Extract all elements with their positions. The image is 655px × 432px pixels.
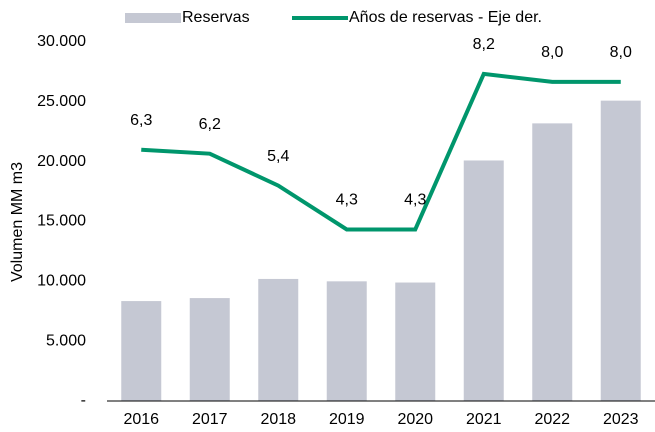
- x-tick-label: 2021: [466, 411, 502, 428]
- y-tick-label: 15.000: [37, 213, 86, 230]
- data-label: 8,0: [541, 44, 563, 61]
- bar: [326, 281, 367, 401]
- line: [141, 71, 621, 232]
- y-tick-label: 30.000: [37, 33, 86, 50]
- legend-label: Reservas: [182, 9, 250, 26]
- legend-swatch: [125, 13, 181, 23]
- x-tick-label: 2019: [329, 411, 365, 428]
- legend-label: Años de reservas - Eje der.: [349, 9, 542, 26]
- x-tick-label: 2023: [603, 411, 639, 428]
- y-tick-label: 5.000: [46, 332, 86, 349]
- bar: [258, 278, 299, 401]
- y-axis-label: Volumen MM m3: [9, 162, 26, 282]
- x-tick-label: 2022: [534, 411, 570, 428]
- bar: [189, 298, 230, 401]
- data-label: 4,3: [336, 192, 358, 209]
- bar: [463, 160, 504, 401]
- y-tick-label: -: [81, 392, 86, 409]
- x-tick-label: 2017: [192, 411, 228, 428]
- data-label: 8,0: [610, 44, 632, 61]
- bar: [600, 100, 641, 402]
- x-tick-label: 2018: [260, 411, 296, 428]
- data-label: 6,2: [199, 116, 221, 133]
- data-label: 6,3: [130, 112, 152, 129]
- bar: [121, 301, 162, 401]
- data-label: 4,3: [404, 192, 426, 209]
- y-tick-label: 20.000: [37, 153, 86, 170]
- x-tick-label: 2020: [397, 411, 433, 428]
- data-label: 5,4: [267, 148, 289, 165]
- y-tick-label: 25.000: [37, 93, 86, 110]
- x-tick-label: 2016: [123, 411, 159, 428]
- bar: [532, 123, 573, 401]
- data-label: 8,2: [473, 36, 495, 53]
- y-tick-label: 10.000: [37, 273, 86, 290]
- bar: [395, 282, 436, 401]
